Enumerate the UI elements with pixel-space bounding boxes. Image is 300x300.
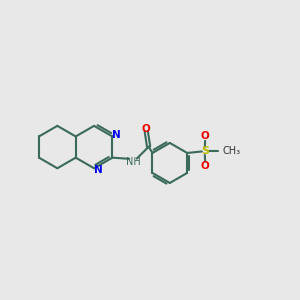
- Text: N: N: [94, 165, 102, 175]
- Text: O: O: [142, 124, 151, 134]
- Text: O: O: [201, 131, 209, 142]
- Text: S: S: [201, 146, 209, 156]
- Text: N: N: [112, 130, 121, 140]
- Text: NH: NH: [126, 157, 141, 167]
- Text: CH₃: CH₃: [223, 146, 241, 156]
- Text: O: O: [201, 161, 209, 171]
